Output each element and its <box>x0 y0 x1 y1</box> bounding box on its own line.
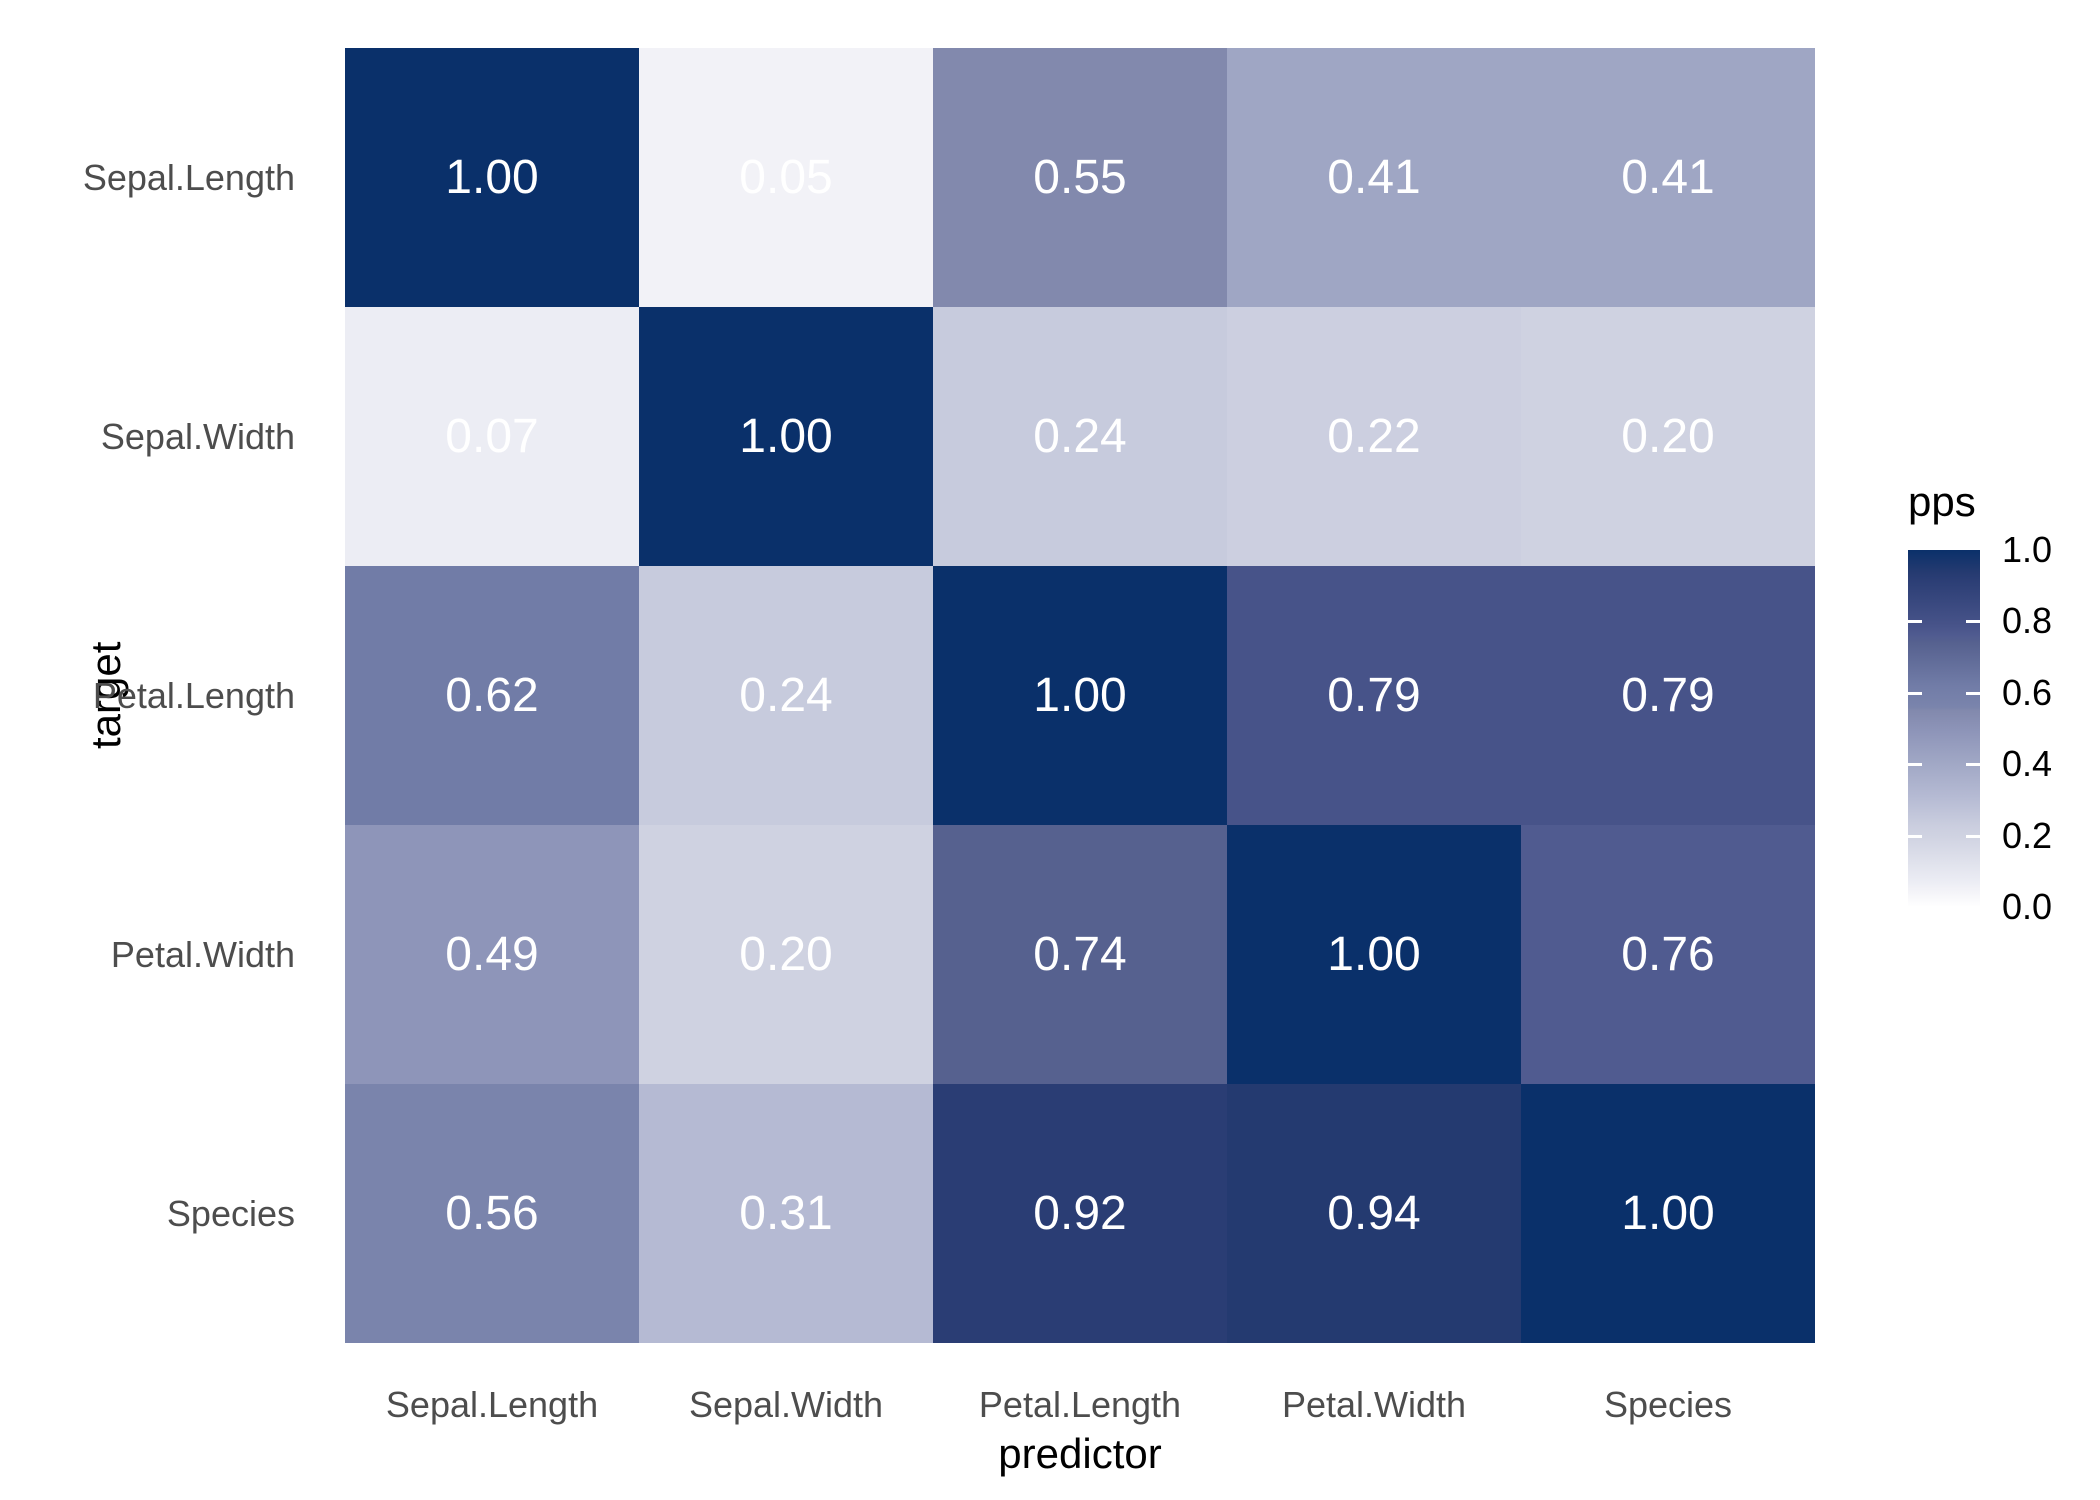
y-tick-label: Sepal.Width <box>100 415 295 457</box>
heatmap-cell: 0.92 <box>933 1084 1227 1343</box>
x-tick-label: Petal.Length <box>978 1384 1182 1425</box>
legend-title: pps <box>1908 478 1976 525</box>
legend-tick-mark <box>1908 834 1922 838</box>
heatmap-cell: 0.20 <box>1521 307 1815 566</box>
legend-tick-mark <box>1908 763 1922 767</box>
legend-tick-label: 0.0 <box>2002 886 2053 927</box>
x-axis-title: predictor <box>998 1430 1162 1477</box>
heatmap-cell: 0.56 <box>345 1084 639 1343</box>
heatmap-cell: 1.00 <box>1521 1084 1815 1343</box>
x-tick-label: Sepal.Length <box>385 1384 599 1425</box>
heatmap-cell: 0.76 <box>1521 825 1815 1084</box>
legend-tick-mark <box>1908 691 1922 695</box>
legend-tick-mark <box>1966 691 1980 695</box>
legend-tick-label: 1.0 <box>2002 529 2053 570</box>
x-tick-label: Petal.Width <box>1281 1384 1467 1425</box>
y-tick-label: Species <box>166 1192 295 1234</box>
heatmap-panel: 1.00 0.05 0.55 0.41 0.41 0.07 1.00 0.24 0.22 0.20… <box>345 48 1815 1343</box>
legend: pps 1.0 0.8 0.6 0.4 0.2 0.0 <box>1908 478 2100 958</box>
heatmap-cell: 0.62 <box>345 566 639 825</box>
x-tick-label: Sepal.Width <box>688 1384 884 1425</box>
y-axis-labels: Sepal.Length Sepal.Width Petal.Length Petal… <box>0 48 295 1343</box>
heatmap-cell: 0.41 <box>1521 48 1815 307</box>
heatmap-cell: 1.00 <box>933 566 1227 825</box>
legend-tick-label: 0.6 <box>2002 671 2053 713</box>
heatmap-cell: 0.22 <box>1227 307 1521 566</box>
heatmap-cell: 0.94 <box>1227 1084 1521 1343</box>
heatmap-cell: 1.00 <box>1227 825 1521 1084</box>
heatmap-cell: 0.24 <box>933 307 1227 566</box>
legend-tick-label: 0.4 <box>2002 743 2053 785</box>
heatmap-cell: 0.20 <box>639 825 933 1084</box>
legend-tick-mark <box>1966 620 1980 624</box>
heatmap-cell: 0.41 <box>1227 48 1521 307</box>
legend-tick-mark <box>1966 763 1980 767</box>
legend-tick-mark <box>1966 834 1980 838</box>
x-axis-labels: Sepal.Length Sepal.Width Petal.Length Petal… <box>345 1381 1815 1429</box>
heatmap-cell: 1.00 <box>345 48 639 307</box>
heatmap-cell: 0.05 <box>639 48 933 307</box>
legend-tick-label: 0.2 <box>2002 814 2053 856</box>
legend-tick-label: 0.8 <box>2002 600 2053 642</box>
heatmap-cell: 0.74 <box>933 825 1227 1084</box>
heatmap-cell: 0.79 <box>1521 566 1815 825</box>
y-tick-label: Sepal.Length <box>82 156 295 198</box>
y-tick-label: Petal.Length <box>92 674 295 716</box>
y-tick-label: Petal.Width <box>110 933 295 975</box>
heatmap-cell: 0.07 <box>345 307 639 566</box>
x-tick-label: Species <box>1603 1384 1733 1425</box>
heatmap-cell: 0.31 <box>639 1084 933 1343</box>
heatmap-cell: 0.79 <box>1227 566 1521 825</box>
heatmap-cell: 0.49 <box>345 825 639 1084</box>
legend-tick-mark <box>1908 620 1922 624</box>
heatmap-cell: 0.55 <box>933 48 1227 307</box>
legend-gradient-bar <box>1908 550 1980 907</box>
heatmap-cell: 0.24 <box>639 566 933 825</box>
heatmap-cell: 1.00 <box>639 307 933 566</box>
